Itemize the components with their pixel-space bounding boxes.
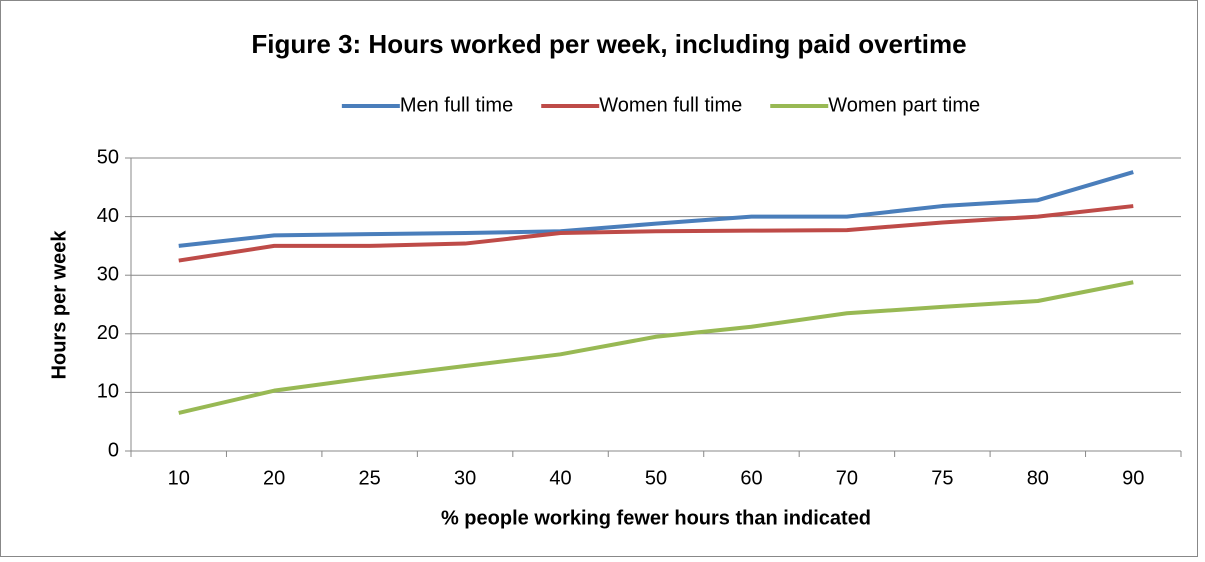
y-tick-label: 50 — [97, 146, 119, 168]
y-axis-title: Hours per week — [48, 230, 70, 380]
x-tick-label: 30 — [454, 467, 476, 489]
x-tick-label: 75 — [931, 467, 953, 489]
legend-label: Men full time — [400, 94, 513, 116]
x-tick-label: 50 — [645, 467, 667, 489]
series-line — [178, 170, 1134, 248]
x-axis-title: % people working fewer hours than indica… — [441, 507, 871, 529]
series-line — [178, 280, 1134, 415]
x-tick-label: 40 — [549, 467, 571, 489]
chart-title: Figure 3: Hours worked per week, includi… — [251, 29, 966, 59]
y-tick-label: 40 — [97, 205, 119, 227]
x-tick-label: 60 — [740, 467, 762, 489]
x-tick-label: 90 — [1122, 467, 1144, 489]
x-tick-label: 25 — [359, 467, 381, 489]
x-tick-label: 10 — [168, 467, 190, 489]
legend-label: Women part time — [828, 94, 980, 116]
y-tick-label: 10 — [97, 381, 119, 403]
y-tick-label: 20 — [97, 322, 119, 344]
x-tick-label: 80 — [1027, 467, 1049, 489]
y-tick-label: 30 — [97, 263, 119, 285]
series-line — [178, 204, 1134, 263]
x-tick-label: 20 — [263, 467, 285, 489]
y-tick-label: 0 — [108, 439, 119, 461]
legend-label: Women full time — [599, 94, 742, 116]
x-tick-label: 70 — [836, 467, 858, 489]
